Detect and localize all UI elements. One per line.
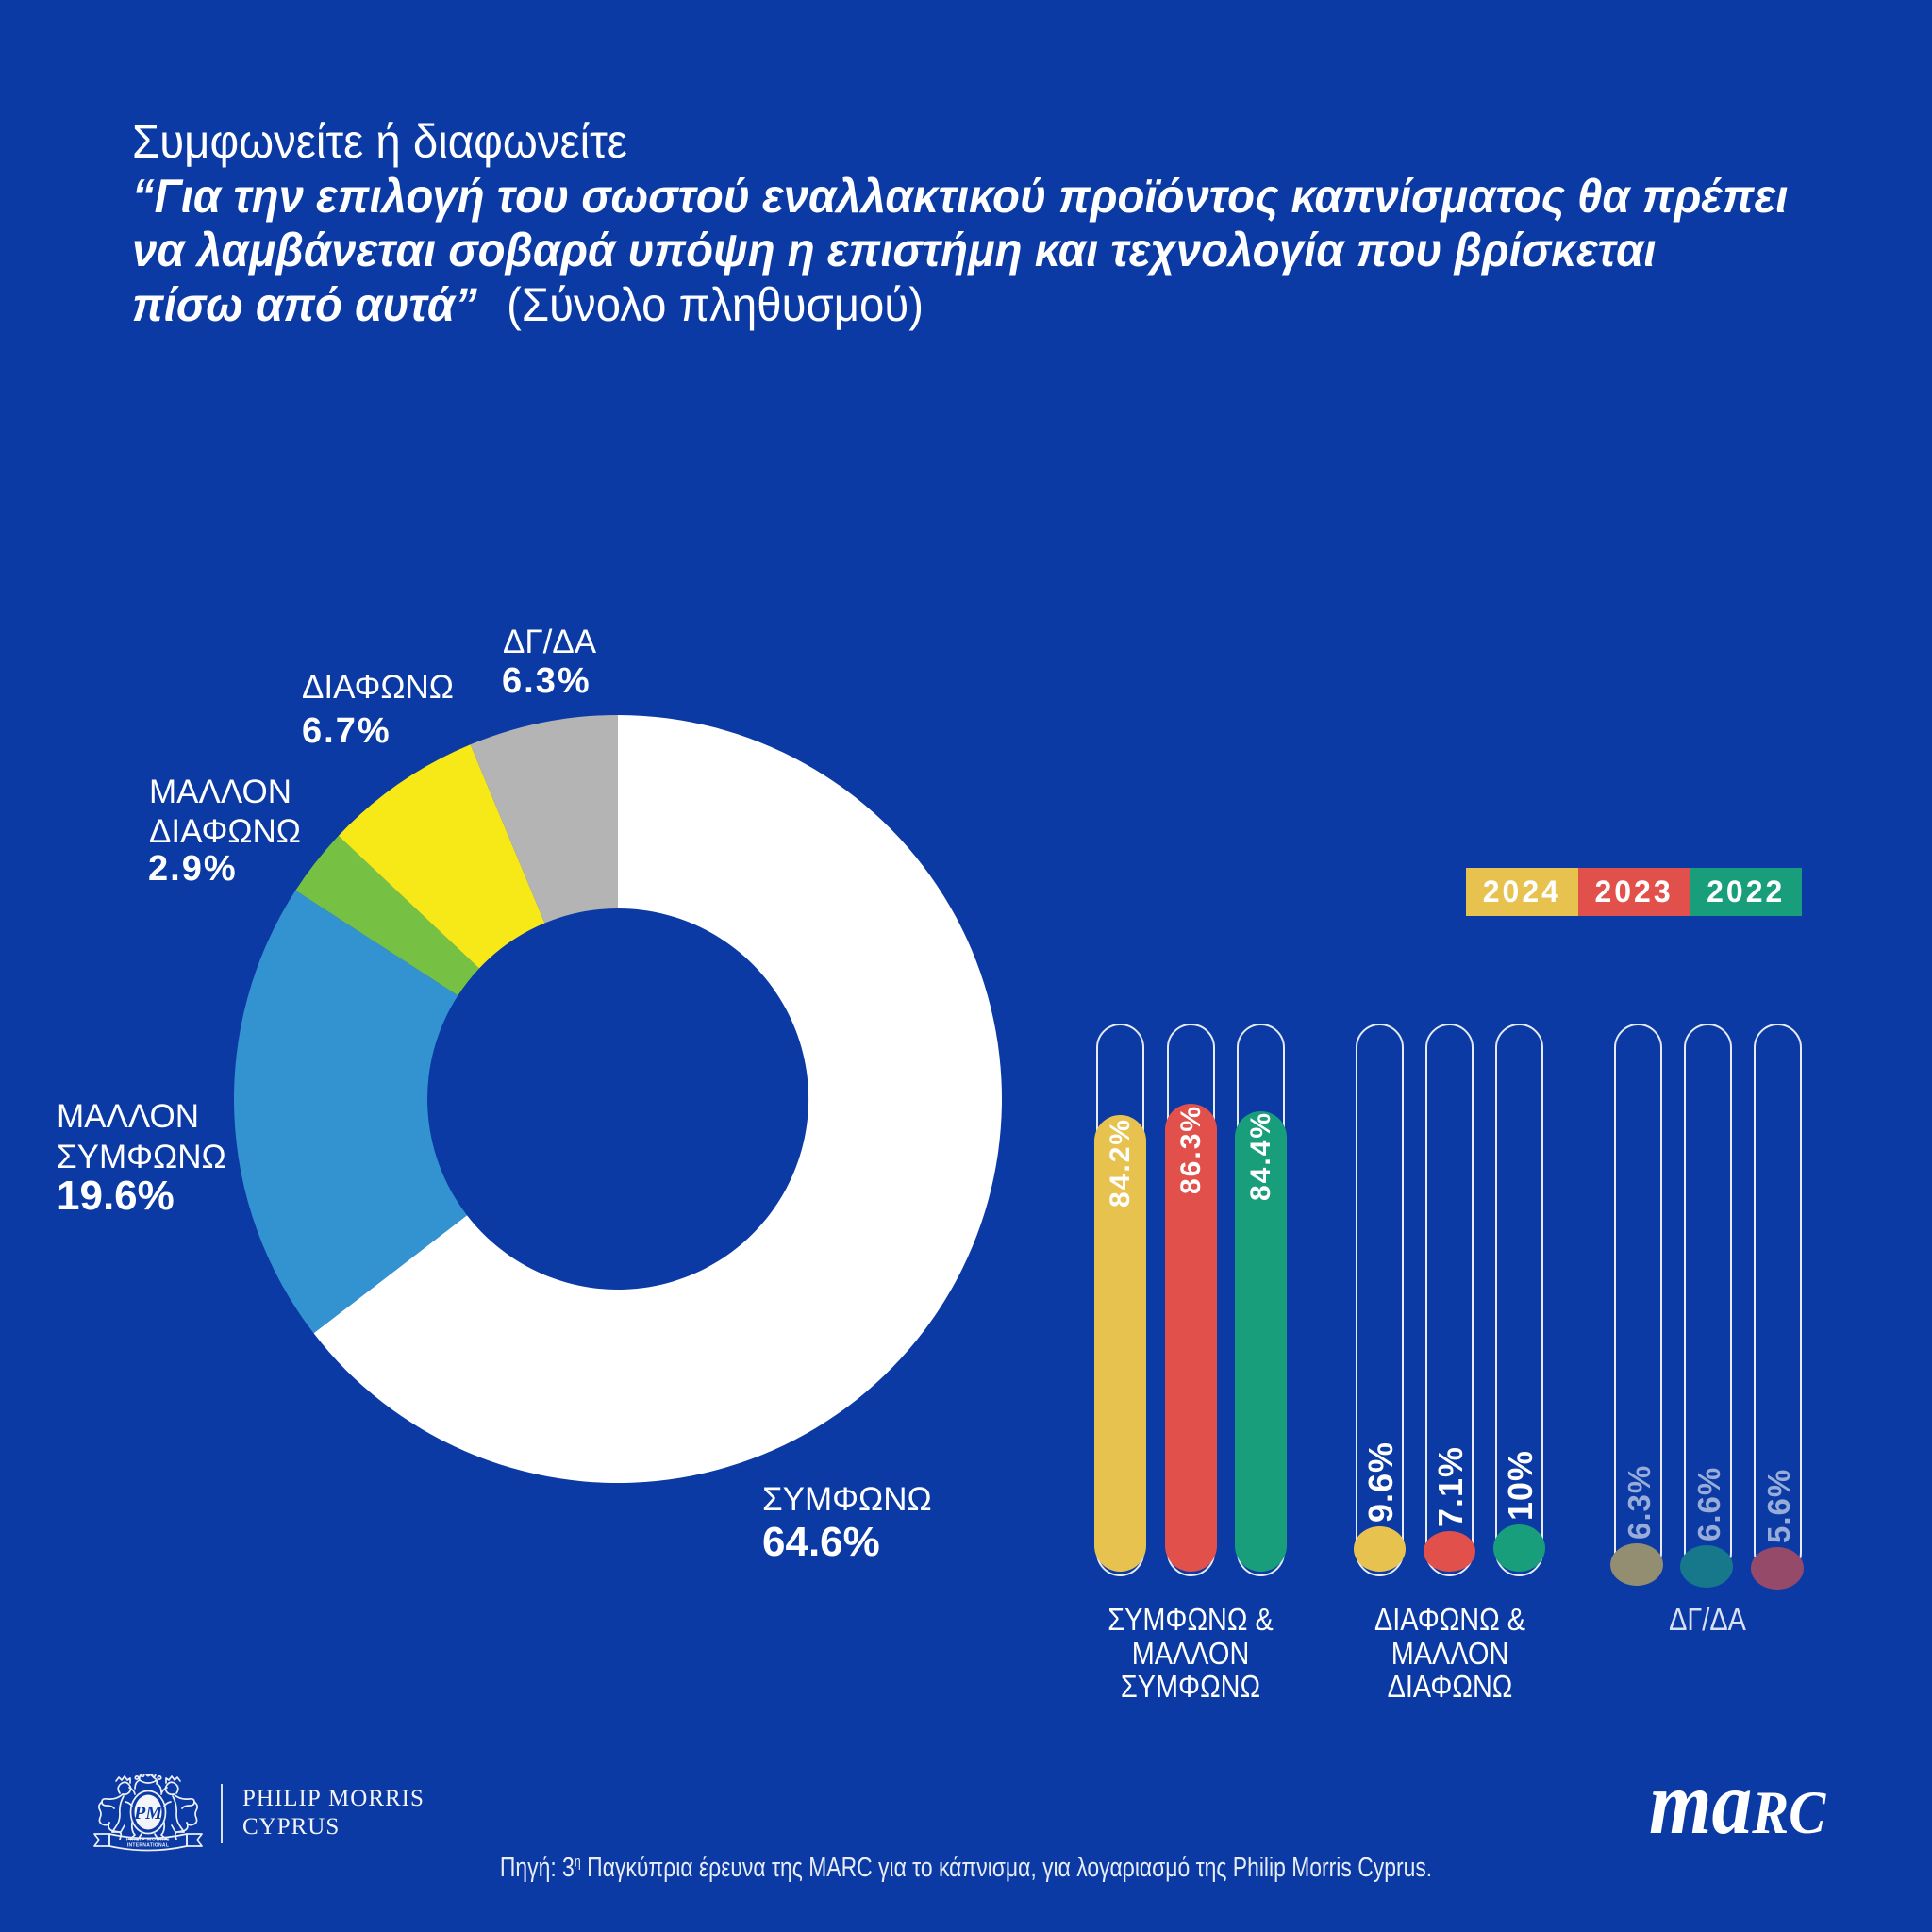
svg-text:INTERNATIONAL: INTERNATIONAL xyxy=(127,1843,169,1849)
svg-text:PHILIP MORRIS: PHILIP MORRIS xyxy=(126,1838,171,1843)
svg-text:PM: PM xyxy=(133,1803,163,1824)
